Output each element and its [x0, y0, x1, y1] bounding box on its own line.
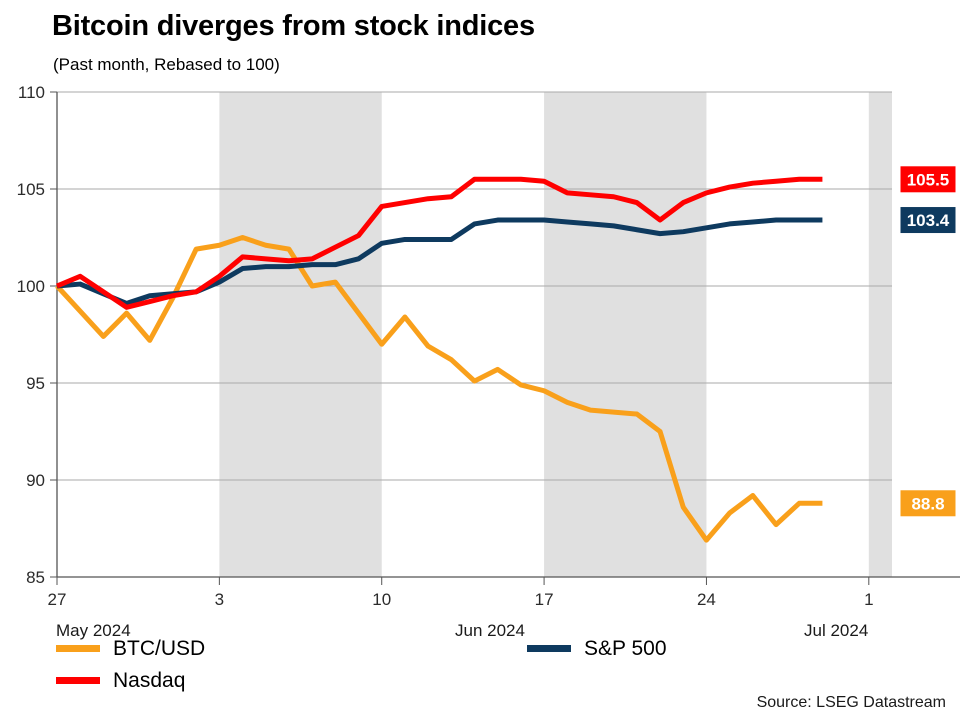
- y-axis-tick-label: 95: [26, 374, 45, 393]
- legend-color-swatch: [56, 677, 100, 684]
- y-axis-tick-label: 85: [26, 568, 45, 587]
- x-axis-tick-label: 24: [697, 590, 716, 609]
- legend-color-swatch: [56, 645, 100, 652]
- y-axis-labels: 85 90 95 100 105 110: [17, 83, 45, 587]
- y-axis-tick-label: 90: [26, 471, 45, 490]
- x-axis-tick-label: 1: [864, 590, 873, 609]
- chart-title: Bitcoin diverges from stock indices: [52, 10, 535, 42]
- shaded-band: [868, 92, 892, 577]
- line-chart-plot: 85 90 95 100 105 110 27 3 10 17 24 1 May 2024 Jun 2…: [17, 83, 960, 640]
- end-value-labels: 105.5 103.4 88.8: [899, 165, 957, 518]
- end-value-label: 105.5: [899, 165, 957, 194]
- legend-item[interactable]: BTC/USD: [56, 638, 205, 659]
- legend-item[interactable]: S&P 500: [527, 638, 667, 659]
- x-axis-tick-label: 17: [535, 590, 554, 609]
- series-line: [55, 235, 823, 543]
- series-line: [56, 176, 823, 310]
- end-value-label-text: 103.4: [907, 211, 950, 230]
- y-axis-tick-label: 110: [18, 83, 45, 102]
- end-value-label-box: [899, 489, 957, 518]
- axis-lines: [56, 92, 960, 578]
- end-value-label-text: 88.8: [911, 494, 944, 513]
- legend-label: Nasdaq: [113, 669, 186, 692]
- source-note: Source: LSEG Datastream: [756, 694, 946, 711]
- x-axis-labels: 27 3 10 17 24 1: [48, 590, 874, 609]
- end-value-label-box: [899, 165, 957, 194]
- legend-item[interactable]: Nasdaq: [56, 670, 185, 691]
- shaded-bands: [219, 92, 892, 577]
- x-axis-month-label: Jul 2024: [804, 621, 868, 640]
- y-axis-tick-label: 105: [17, 180, 45, 199]
- legend-label: BTC/USD: [113, 637, 206, 660]
- x-axis-month-label: May 2024: [56, 621, 131, 640]
- gridlines: [57, 91, 892, 578]
- series-lines: [55, 176, 823, 543]
- chart-subtitle: (Past month, Rebased to 100): [53, 55, 280, 74]
- x-axis-month-label: Jun 2024: [455, 621, 525, 640]
- month-labels: May 2024 Jun 2024 Jul 2024: [56, 621, 868, 640]
- end-value-label: 103.4: [899, 206, 957, 235]
- end-value-label-box: [899, 206, 957, 235]
- x-axis-ticks: [56, 577, 870, 585]
- shaded-band: [219, 92, 382, 577]
- legend-label: S&P 500: [584, 637, 667, 660]
- legend-color-swatch: [527, 645, 571, 652]
- series-line: [56, 217, 823, 306]
- end-value-label-text: 105.5: [907, 170, 950, 189]
- end-value-label: 88.8: [899, 489, 957, 518]
- y-axis-tick-label: 100: [17, 277, 45, 296]
- x-axis-tick-label: 3: [215, 590, 224, 609]
- x-axis-tick-label: 27: [48, 590, 67, 609]
- chart-legend: BTC/USD S&P 500 Nasdaq: [0, 636, 960, 696]
- x-axis-tick-label: 10: [372, 590, 391, 609]
- y-axis-ticks: [50, 91, 57, 578]
